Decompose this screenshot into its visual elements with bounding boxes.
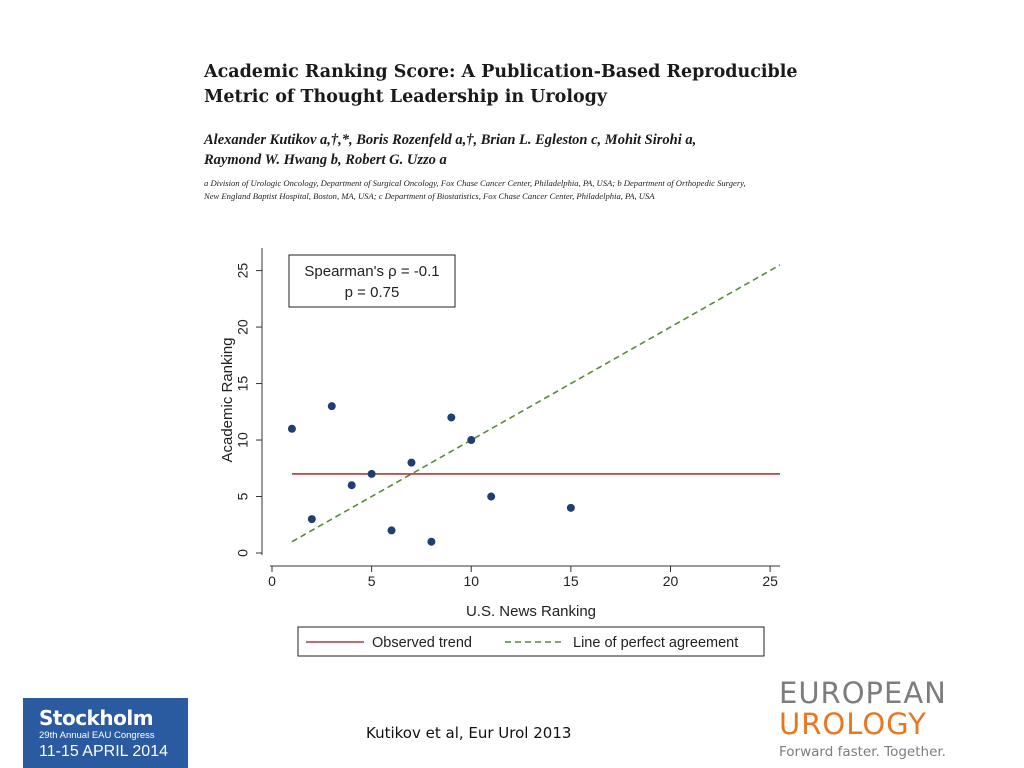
perfect-agreement-line: [291, 264, 780, 543]
data-point: [447, 413, 456, 422]
data-point: [566, 503, 575, 512]
scatter-chart: 0 5 10 15 20 25 0 5 10 15 20 25 U.S. News Ranking Aca…: [219, 248, 780, 657]
x-axis-title: U.S. News Ranking: [466, 603, 596, 620]
congress-name: Stockholm: [39, 706, 154, 730]
data-point: [467, 436, 476, 445]
y-tick-label: 0: [235, 549, 251, 557]
y-tick-label: 10: [235, 432, 251, 448]
x-tick-label: 25: [762, 573, 778, 589]
data-point: [407, 458, 416, 467]
data-point: [347, 481, 356, 490]
paper-title: Academic Ranking Score: A Publication-Ba…: [204, 60, 844, 110]
congress-edition: 29th Annual EAU Congress: [39, 730, 155, 741]
y-tick-label: 5: [235, 492, 251, 500]
stats-box: [288, 254, 456, 308]
affiliations: a Division of Urologic Oncology, Departm…: [204, 177, 824, 203]
author-line-2: Raymond W. Hwang b, Robert G. Uzzo a: [204, 152, 447, 168]
author-list: Alexander Kutikov a,†,*, Boris Rozenfeld…: [204, 130, 824, 170]
journal-logo-line-2: UROLOGY: [779, 707, 927, 741]
data-point: [387, 526, 396, 535]
x-tick-label: 15: [563, 573, 579, 589]
data-point: [427, 537, 436, 546]
citation: Kutikov et al, Eur Urol 2013: [366, 724, 572, 742]
x-tick-label: 20: [663, 573, 679, 589]
data-point: [287, 424, 296, 433]
journal-logo: EUROPEAN UROLOGY Forward faster. Togethe…: [779, 676, 947, 761]
y-tick-label: 15: [235, 376, 251, 392]
affiliation-line-1: a Division of Urologic Oncology, Departm…: [204, 178, 746, 188]
x-tick-label: 5: [368, 573, 376, 589]
stats-p-value: p = 0.75: [345, 284, 400, 301]
author-line-1: Alexander Kutikov a,†,*, Boris Rozenfeld…: [204, 132, 697, 148]
paper-title-line-2: Metric of Thought Leadership in Urology: [204, 87, 608, 107]
legend-label-observed: Observed trend: [372, 635, 472, 651]
journal-tagline: Forward faster. Together.: [779, 744, 946, 760]
data-point: [307, 515, 316, 524]
data-point: [327, 402, 336, 411]
journal-logo-line-1: EUROPEAN: [779, 676, 947, 710]
y-axis-title: Academic Ranking: [219, 337, 236, 462]
x-tick-label: 10: [463, 573, 479, 589]
paper-title-line-1: Academic Ranking Score: A Publication-Ba…: [204, 62, 798, 82]
legend-label-agreement: Line of perfect agreement: [573, 635, 738, 651]
affiliation-line-2: New England Baptist Hospital, Boston, MA…: [204, 191, 655, 201]
x-tick-label: 0: [268, 573, 276, 589]
y-tick-label: 25: [235, 263, 251, 279]
data-point: [367, 469, 376, 478]
congress-logo: Stockholm 29th Annual EAU Congress 11-15…: [23, 698, 188, 768]
stats-spearman: Spearman's ρ = -0.1: [304, 263, 439, 280]
data-point: [487, 492, 496, 501]
congress-dates: 11-15 APRIL 2014: [39, 743, 168, 760]
y-tick-label: 20: [235, 319, 251, 335]
